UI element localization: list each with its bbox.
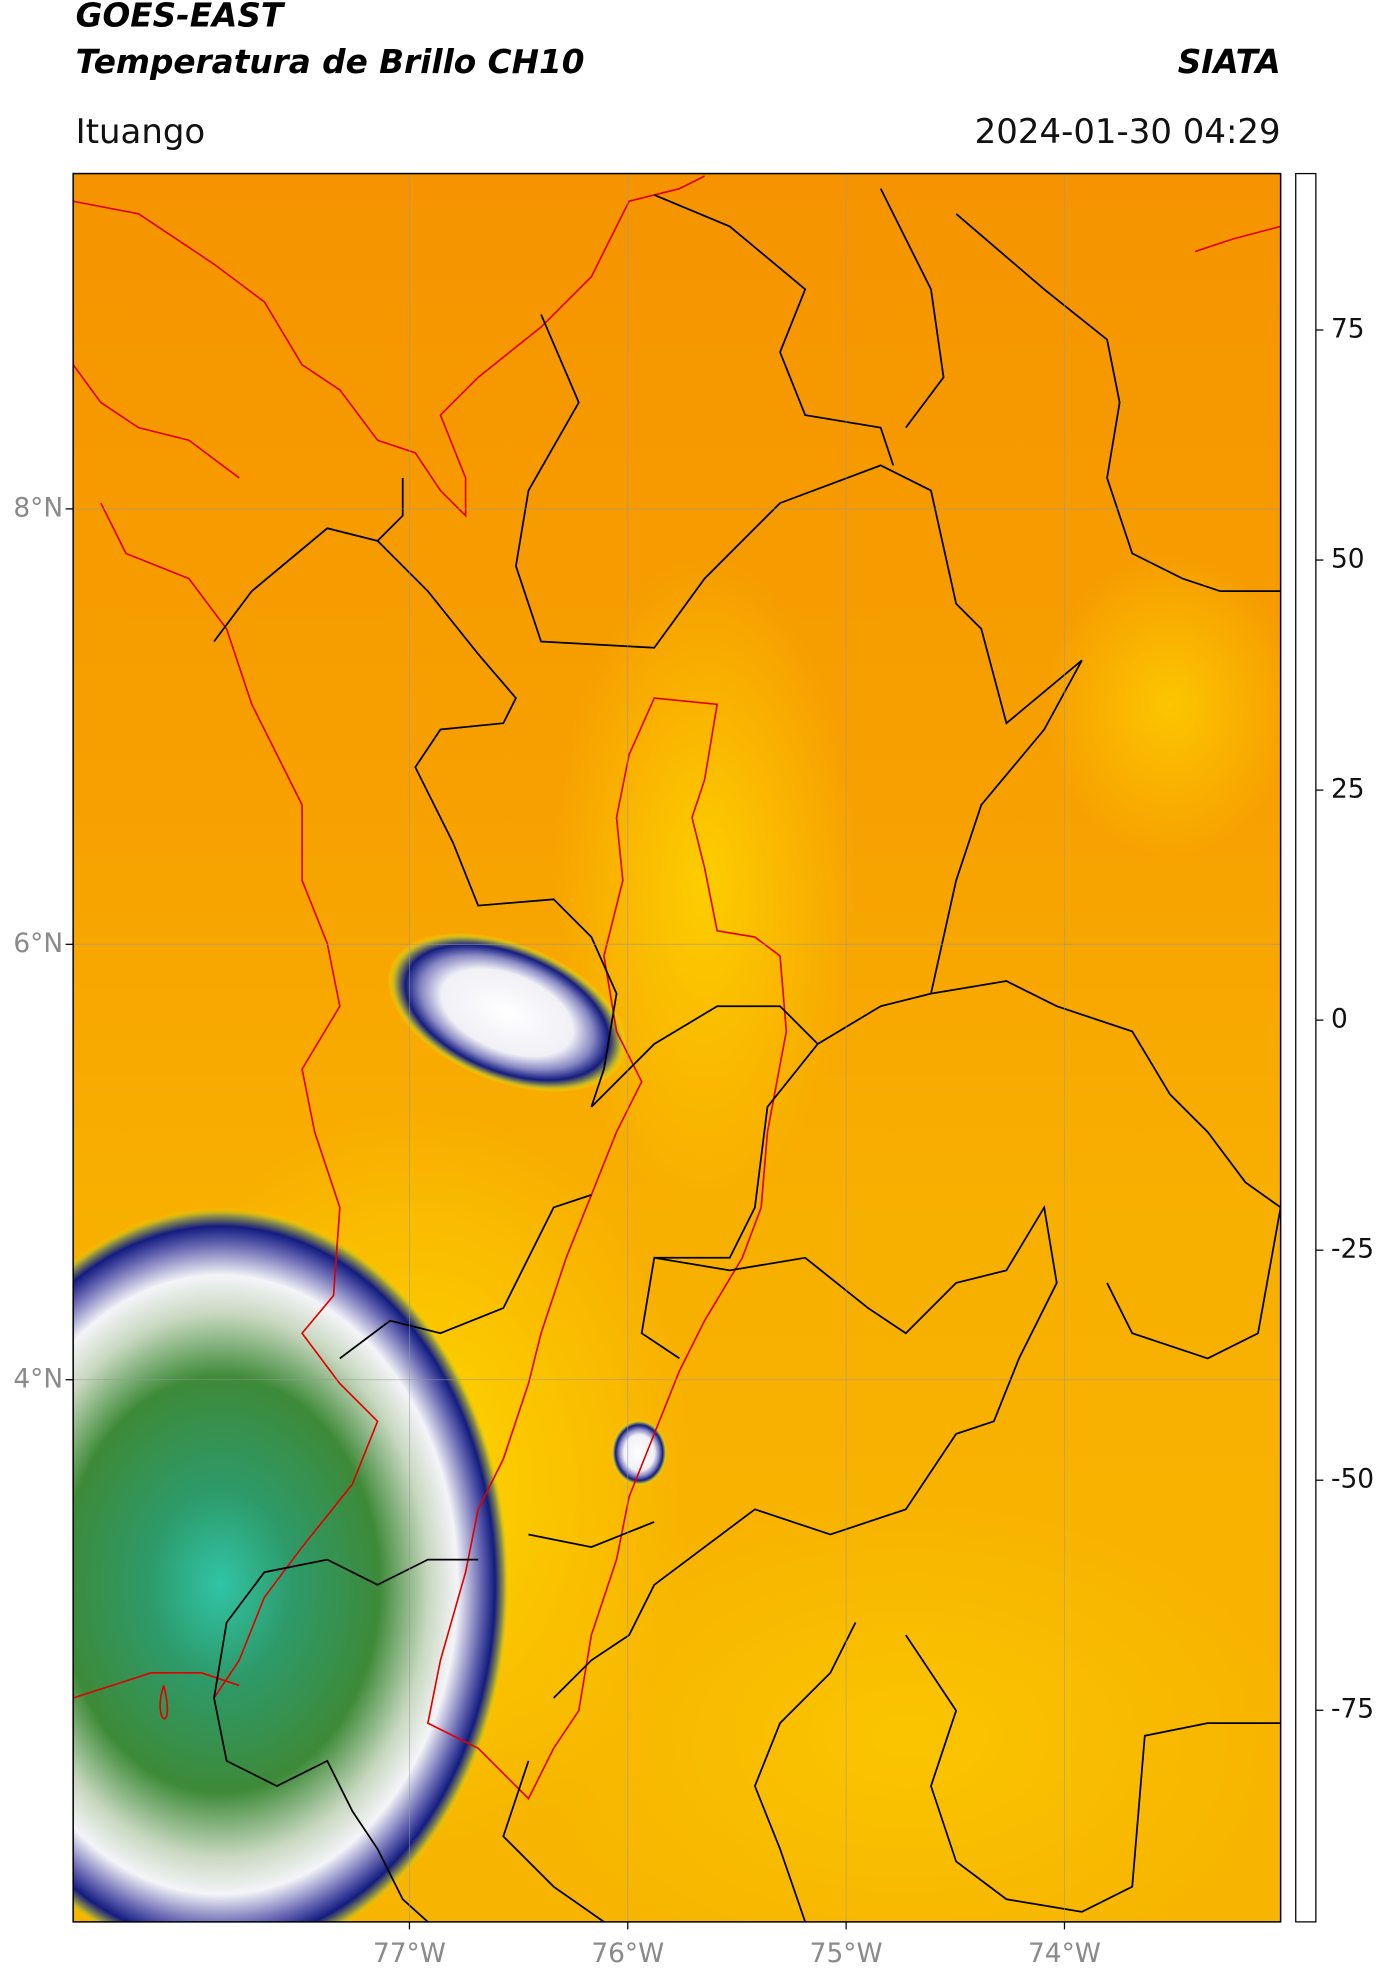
colorbar-tick-label: -75 [1331,1694,1374,1725]
location: Ituango [76,112,206,152]
colorbar-tick-label: -25 [1331,1234,1374,1265]
subtitle: Temperatura de Brillo CH10 [76,43,585,81]
colorbar-tick-label: 25 [1331,774,1365,805]
lat-tick-label: 8°N [13,492,63,523]
cloud [73,1207,510,1922]
warm-area [1044,553,1281,856]
lon-tick-label: 74°W [1028,1938,1101,1969]
brand: SIATA [1178,43,1281,81]
graticule: 8°N 6°N 4°N 77°W 76°W 75°W 74°W [13,173,1281,1969]
datetime: 2024-01-30 04:29 [975,112,1281,152]
lon-tick-label: 75°W [810,1938,883,1969]
lat-tick-label: 6°N [13,928,63,959]
map-image [73,173,1281,1922]
colorbar-scale [1295,172,1317,1923]
colorbar: 75 50 25 0 -25 -50 -75 [1295,172,1374,1923]
warm-area [503,1484,1281,1922]
colorbar-tick-label: 75 [1331,314,1365,345]
colorbar-tick-label: 50 [1331,544,1365,575]
colorbar-tick-label: 0 [1331,1004,1348,1035]
lat-tick-label: 4°N [13,1363,63,1394]
title: GOES-EAST [76,0,286,35]
cloud [387,932,627,1093]
lon-tick-label: 76°W [591,1938,664,1969]
cloud [611,1420,667,1486]
coastline [73,175,1281,1801]
lon-tick-label: 77°W [373,1938,446,1969]
map-frame [72,172,1282,1923]
colorbar-tick-label: -50 [1331,1464,1374,1495]
boundaries [213,188,1281,1922]
warm-area [553,553,856,1208]
